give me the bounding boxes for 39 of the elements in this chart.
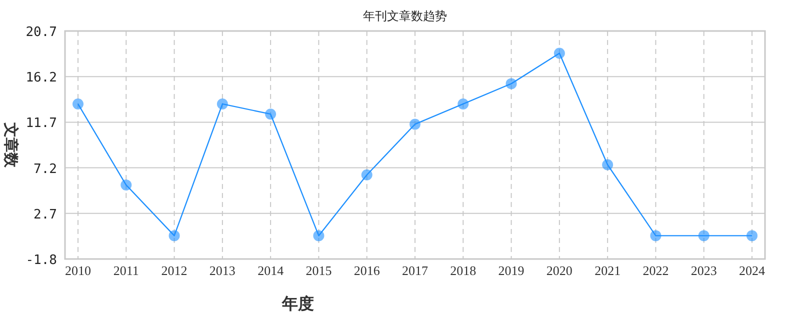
point [313, 230, 324, 242]
y-tick-label: 16.2 [26, 70, 57, 86]
x-tick-label: 2023 [690, 263, 717, 278]
chart-title: 年刊文章数趋势 [363, 9, 447, 23]
x-tick-label: 2020 [546, 263, 572, 278]
x-tick-label: 2017 [402, 263, 428, 278]
y-tick-label: 2.7 [34, 207, 57, 222]
y-tick-label: 7.2 [34, 162, 57, 177]
point [120, 180, 132, 191]
y-tick-label: 11.7 [26, 116, 57, 132]
x-tick-label: 2015 [306, 263, 332, 278]
point [168, 230, 180, 242]
x-tick-label: 2013 [209, 263, 236, 278]
point [506, 78, 517, 90]
x-tick-label: 2014 [258, 263, 284, 278]
point [410, 118, 420, 130]
x-tick-label: 2018 [450, 263, 476, 278]
x-tick-label: 2019 [498, 263, 524, 278]
x-tick-label: 2021 [594, 263, 621, 278]
y-tick-label: -1.8 [26, 253, 57, 268]
point [554, 48, 565, 59]
x-tick-label: 2011 [113, 263, 139, 278]
point [216, 98, 228, 110]
point [265, 108, 276, 120]
point [72, 98, 84, 110]
point [361, 169, 372, 180]
point [746, 230, 758, 242]
x-tick-label: 2016 [354, 263, 380, 278]
y-tick-label: 20.7 [26, 25, 57, 40]
point [458, 98, 469, 110]
x-tick-label: 2012 [161, 263, 188, 278]
point [602, 159, 614, 170]
x-tick-label: 2022 [642, 263, 669, 278]
x-axis-title: 年度 [281, 294, 314, 313]
point [698, 230, 710, 242]
point [650, 230, 662, 242]
y-axis-title: 文章数 [2, 122, 20, 168]
x-tick-label: 2010 [65, 263, 91, 278]
x-tick-label: 2024 [739, 263, 766, 278]
